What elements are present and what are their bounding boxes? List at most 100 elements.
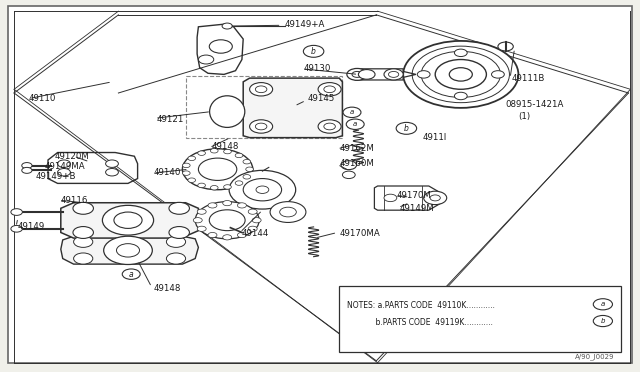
Text: b: b <box>404 124 409 133</box>
Circle shape <box>58 160 70 167</box>
Text: a: a <box>350 109 354 115</box>
Circle shape <box>22 163 32 169</box>
Circle shape <box>211 148 218 153</box>
Circle shape <box>280 207 296 217</box>
Circle shape <box>106 169 118 176</box>
Circle shape <box>197 226 206 231</box>
Circle shape <box>342 171 355 179</box>
Circle shape <box>430 195 440 201</box>
Text: 49145: 49145 <box>307 94 335 103</box>
Text: a: a <box>601 301 605 307</box>
Circle shape <box>114 212 142 228</box>
Circle shape <box>209 210 245 231</box>
Circle shape <box>347 68 367 80</box>
Text: A/90_J0029: A/90_J0029 <box>575 353 614 360</box>
Circle shape <box>102 205 154 235</box>
Polygon shape <box>61 236 198 264</box>
Circle shape <box>250 120 273 133</box>
Circle shape <box>343 107 361 118</box>
Circle shape <box>74 236 93 247</box>
Circle shape <box>223 149 231 154</box>
Circle shape <box>248 209 257 214</box>
Circle shape <box>211 186 218 190</box>
Circle shape <box>11 225 22 232</box>
Circle shape <box>237 203 246 208</box>
Circle shape <box>384 69 403 80</box>
Circle shape <box>198 151 205 155</box>
Circle shape <box>106 160 118 167</box>
Circle shape <box>449 68 472 81</box>
Circle shape <box>384 194 397 202</box>
Circle shape <box>270 202 306 222</box>
Text: a: a <box>129 270 134 279</box>
Text: a: a <box>353 121 357 127</box>
Circle shape <box>324 123 335 130</box>
Circle shape <box>166 236 186 247</box>
Text: 08915-1421A: 08915-1421A <box>506 100 564 109</box>
Circle shape <box>346 119 364 129</box>
Circle shape <box>223 201 232 206</box>
Circle shape <box>352 71 362 77</box>
Text: 49149: 49149 <box>18 222 45 231</box>
Circle shape <box>492 71 504 78</box>
Circle shape <box>193 218 202 223</box>
Ellipse shape <box>210 96 244 128</box>
Circle shape <box>209 40 232 53</box>
Circle shape <box>182 149 253 190</box>
Text: 49149+A: 49149+A <box>285 20 325 29</box>
Circle shape <box>243 179 282 201</box>
Circle shape <box>104 236 152 264</box>
Circle shape <box>229 170 296 209</box>
Circle shape <box>248 226 257 231</box>
Circle shape <box>498 42 513 51</box>
Circle shape <box>73 227 93 238</box>
Circle shape <box>235 153 243 158</box>
Circle shape <box>403 41 518 108</box>
Circle shape <box>198 55 214 64</box>
Circle shape <box>303 45 324 57</box>
Circle shape <box>197 209 206 214</box>
Circle shape <box>246 167 253 171</box>
Text: 49140: 49140 <box>154 169 181 177</box>
Polygon shape <box>61 203 198 238</box>
Circle shape <box>223 235 232 240</box>
Circle shape <box>255 86 267 93</box>
Text: 49148: 49148 <box>154 284 181 293</box>
Polygon shape <box>243 78 342 138</box>
Circle shape <box>73 202 93 214</box>
Text: 49121: 49121 <box>157 115 184 124</box>
Circle shape <box>593 299 612 310</box>
Circle shape <box>256 186 269 193</box>
Text: 4911l: 4911l <box>422 133 447 142</box>
Text: 49170M: 49170M <box>397 191 431 200</box>
Text: b: b <box>311 47 316 56</box>
Circle shape <box>116 244 140 257</box>
Circle shape <box>417 71 430 78</box>
Circle shape <box>252 218 261 223</box>
Circle shape <box>318 120 341 133</box>
Circle shape <box>182 171 190 175</box>
Circle shape <box>396 122 417 134</box>
Text: 49130: 49130 <box>304 64 332 73</box>
Text: 49116: 49116 <box>61 196 88 205</box>
Circle shape <box>255 123 267 130</box>
Circle shape <box>250 83 273 96</box>
Bar <box>339 286 621 352</box>
Circle shape <box>208 232 217 238</box>
Circle shape <box>188 178 196 182</box>
Text: b: b <box>600 318 605 324</box>
Circle shape <box>243 174 251 179</box>
Circle shape <box>593 315 612 327</box>
Circle shape <box>188 156 196 161</box>
Text: b.PARTS CODE  49119K............: b.PARTS CODE 49119K............ <box>347 318 493 327</box>
Circle shape <box>195 202 259 239</box>
Circle shape <box>243 160 251 164</box>
Text: 49160M: 49160M <box>339 159 374 168</box>
Text: 49149M: 49149M <box>400 204 435 213</box>
Text: 49149MA: 49149MA <box>45 162 85 171</box>
Circle shape <box>324 86 335 93</box>
Text: 49120M: 49120M <box>54 152 89 161</box>
Text: 49110: 49110 <box>29 94 56 103</box>
Circle shape <box>237 232 246 238</box>
Text: (1): (1) <box>518 112 531 121</box>
